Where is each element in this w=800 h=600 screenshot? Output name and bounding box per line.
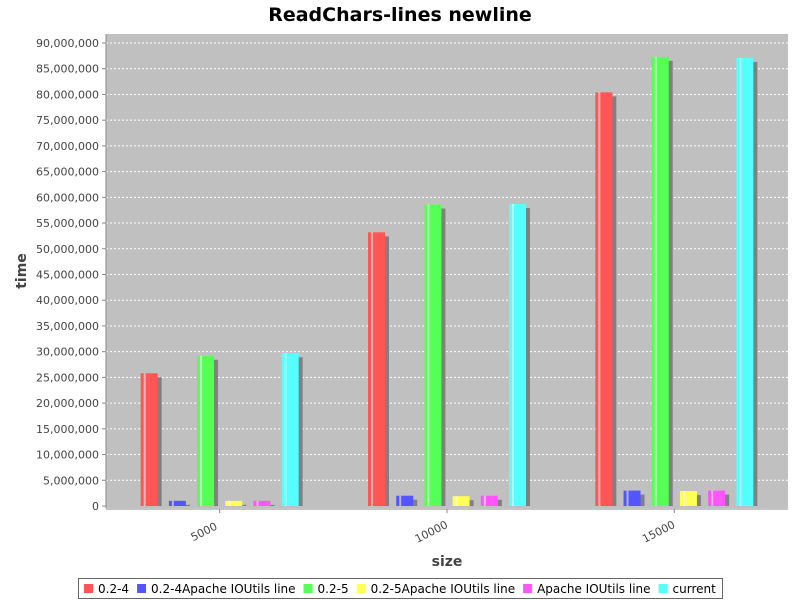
y-tick-label: 85,000,000 (36, 63, 99, 76)
bar-apache-ioutils-line-10000 (480, 495, 498, 506)
x-axis: 5000 10000 15000 (106, 508, 788, 546)
bar-highlight (228, 500, 231, 506)
bar-highlight (455, 496, 458, 506)
legend-box (78, 578, 723, 599)
legend-label: 0.2-4 (98, 582, 129, 596)
bar-0-2-4-15000 (595, 92, 613, 507)
x-tick-label: 15000 (640, 518, 677, 545)
bar-highlight (256, 500, 259, 506)
y-tick-label: 75,000,000 (36, 114, 99, 127)
legend-label: Apache IOUtils line (537, 582, 650, 596)
legend-label: 0.2-4Apache IOUtils line (151, 582, 296, 596)
y-tick-label: 40,000,000 (36, 294, 99, 307)
legend-label: 0.2-5Apache IOUtils line (371, 582, 516, 596)
y-tick-label: 80,000,000 (36, 88, 99, 101)
legend-swatch (303, 584, 313, 593)
legend-swatch (137, 584, 147, 593)
x-axis-label: size (432, 554, 463, 570)
legend-label: 0.2-5 (318, 582, 349, 596)
legend-label: current (673, 582, 717, 596)
y-tick-label: 20,000,000 (36, 397, 99, 410)
bar-highlight (512, 204, 514, 506)
bar-highlight (284, 353, 287, 506)
bar-0-2-5apache-ioutils-line-5000 (225, 500, 243, 506)
bar-current-10000 (509, 204, 526, 506)
y-tick-label: 15,000,000 (36, 423, 99, 436)
bar-highlight (483, 495, 486, 506)
bar-highlight (654, 56, 657, 506)
bar-0-2-4apache-ioutils-line-15000 (623, 490, 641, 506)
bar-0-2-4apache-ioutils-line-10000 (396, 495, 414, 506)
legend-swatch (356, 584, 366, 593)
y-tick-label: 55,000,000 (36, 217, 99, 230)
bar-0-2-4-5000 (140, 373, 158, 506)
y-tick-label: 65,000,000 (36, 166, 99, 179)
legend-swatch (84, 584, 93, 593)
y-tick-label: 70,000,000 (36, 140, 99, 153)
y-tick-label: 5,000,000 (43, 474, 99, 487)
bar-highlight (143, 373, 146, 506)
bar-0-2-5-5000 (197, 355, 215, 506)
gridlines (106, 42, 788, 481)
bar-highlight (711, 490, 714, 506)
bar-highlight (171, 500, 174, 506)
bars (140, 56, 758, 507)
y-axis: 0 5,000,000 10,000,000 15,000,000 20,000,000… (36, 34, 107, 513)
bar-current-15000 (736, 57, 754, 507)
y-tick-label: 0 (92, 500, 99, 513)
bar-0-2-4apache-ioutils-line-5000 (168, 500, 186, 506)
y-tick-label: 60,000,000 (36, 191, 99, 204)
bar-apache-ioutils-line-5000 (253, 500, 271, 506)
bar-highlight (682, 491, 685, 506)
bar-current-5000 (281, 353, 299, 506)
y-tick-label: 10,000,000 (36, 449, 99, 462)
y-tick-label: 90,000,000 (36, 37, 99, 50)
y-tick-label: 50,000,000 (36, 243, 99, 256)
bar-0-2-5-10000 (424, 204, 442, 506)
bar-highlight (598, 92, 601, 507)
legend: 0.2-4 0.2-4Apache IOUtils line 0.2-5 0.2-5A… (78, 578, 723, 599)
bar-highlight (200, 355, 203, 506)
bar-highlight (427, 204, 430, 506)
bar-0-2-4-10000 (368, 232, 385, 506)
y-tick-label: 45,000,000 (36, 269, 99, 282)
y-tick-label: 25,000,000 (36, 371, 99, 384)
bar-0-2-5-15000 (651, 56, 669, 506)
bar-highlight (739, 57, 742, 507)
y-tick-label: 35,000,000 (36, 320, 99, 333)
bar-highlight (371, 232, 373, 506)
bar-0-2-5apache-ioutils-line-10000 (452, 496, 470, 506)
y-tick-label: 30,000,000 (36, 346, 99, 359)
bar-highlight (626, 490, 629, 506)
bar-highlight (399, 495, 402, 506)
legend-swatch (523, 584, 533, 593)
legend-swatch (658, 584, 668, 593)
x-tick-label: 10000 (413, 518, 450, 545)
bar-0-2-5apache-ioutils-line-15000 (679, 491, 697, 506)
chart-title: ReadChars-lines newline (268, 4, 532, 26)
bar-apache-ioutils-line-15000 (708, 490, 726, 506)
x-tick-label: 5000 (189, 520, 220, 544)
y-axis-label: time (14, 253, 30, 289)
